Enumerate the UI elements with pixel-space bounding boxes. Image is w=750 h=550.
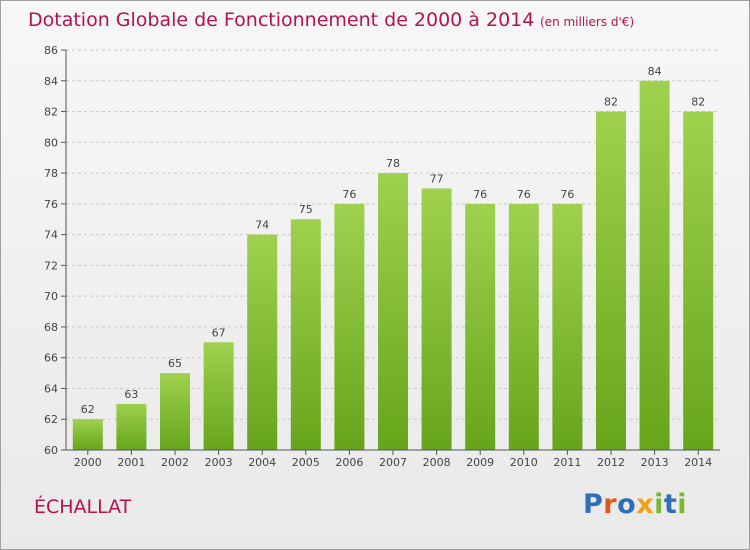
axes: 60 62 64 66 68 70 72 74 76 78 80 82 84 86 2000 2001 2002…	[44, 44, 720, 469]
data-label: 82	[604, 96, 618, 109]
y-tick-label: 62	[44, 413, 58, 426]
data-label: 65	[168, 357, 182, 370]
data-label: 74	[255, 219, 269, 232]
bar	[596, 111, 626, 451]
x-tick-label: 2013	[641, 456, 669, 469]
y-tick-label: 82	[44, 106, 58, 119]
y-tick-label: 78	[44, 167, 58, 180]
x-tick-label: 2012	[597, 456, 625, 469]
proxiti-logo[interactable]: Proxiti	[583, 489, 687, 520]
y-tick-label: 64	[44, 382, 58, 395]
bar	[378, 173, 408, 451]
y-tick-label: 86	[44, 44, 58, 57]
bar	[334, 203, 365, 450]
chart-title: Dotation Globale de Fonctionnement de 20…	[28, 9, 535, 31]
logo-letter: o	[617, 489, 637, 520]
logo-letter: i	[677, 489, 688, 520]
bar	[290, 219, 321, 450]
data-label: 77	[430, 172, 444, 185]
x-tick-label: 2007	[379, 456, 407, 469]
data-label: 76	[342, 188, 356, 201]
data-label: 78	[386, 157, 400, 170]
data-label: 67	[212, 326, 226, 339]
x-tick-label: 2014	[684, 456, 712, 469]
logo-letter: i	[654, 489, 664, 520]
x-tick-label: 2011	[553, 456, 581, 469]
x-tick-label: 2000	[74, 456, 102, 469]
y-tick-label: 66	[44, 352, 58, 365]
x-tick-label: 2004	[248, 456, 276, 469]
x-tick-label: 2002	[161, 456, 189, 469]
data-labels: 62 63 65 67 74 75 76 78 77 76 76 76 82 84 82	[81, 65, 705, 416]
y-tick-label: 74	[44, 229, 58, 242]
y-tick-label: 84	[44, 75, 58, 88]
data-label: 76	[517, 188, 531, 201]
x-tick-label: 2008	[423, 456, 451, 469]
logo-letter: P	[583, 489, 604, 520]
y-tick-label: 80	[44, 136, 58, 149]
bar	[203, 342, 234, 450]
bar	[247, 234, 278, 450]
bar	[465, 203, 496, 450]
bar	[421, 188, 452, 450]
bar	[72, 419, 103, 450]
logo-letter: x	[636, 489, 655, 520]
logo-letter: t	[663, 489, 678, 520]
data-label: 76	[473, 188, 487, 201]
bars	[72, 80, 714, 451]
logo-letter: r	[603, 489, 618, 520]
bar	[116, 403, 147, 450]
data-label: 84	[648, 65, 662, 78]
data-label: 62	[81, 403, 95, 416]
data-label: 75	[299, 203, 313, 216]
bar	[683, 111, 714, 451]
x-tick-label: 2001	[117, 456, 145, 469]
x-tick-label: 2005	[292, 456, 320, 469]
bar	[639, 80, 670, 451]
chart-unit-note: (en milliers d'€)	[540, 15, 635, 29]
x-tick-label: 2010	[510, 456, 538, 469]
data-label: 76	[560, 188, 574, 201]
y-tick-label: 70	[44, 290, 58, 303]
bar	[160, 373, 190, 450]
bar	[508, 203, 539, 450]
town-name: ÉCHALLAT	[34, 496, 132, 518]
data-label: 82	[691, 96, 705, 109]
x-tick-label: 2006	[335, 456, 363, 469]
y-tick-label: 68	[44, 321, 58, 334]
y-tick-label: 60	[44, 444, 58, 457]
y-tick-label: 72	[44, 259, 58, 272]
bar	[552, 203, 583, 450]
x-tick-label: 2003	[205, 456, 233, 469]
y-tick-label: 76	[44, 198, 58, 211]
data-label: 63	[124, 388, 138, 401]
x-tick-label: 2009	[466, 456, 494, 469]
